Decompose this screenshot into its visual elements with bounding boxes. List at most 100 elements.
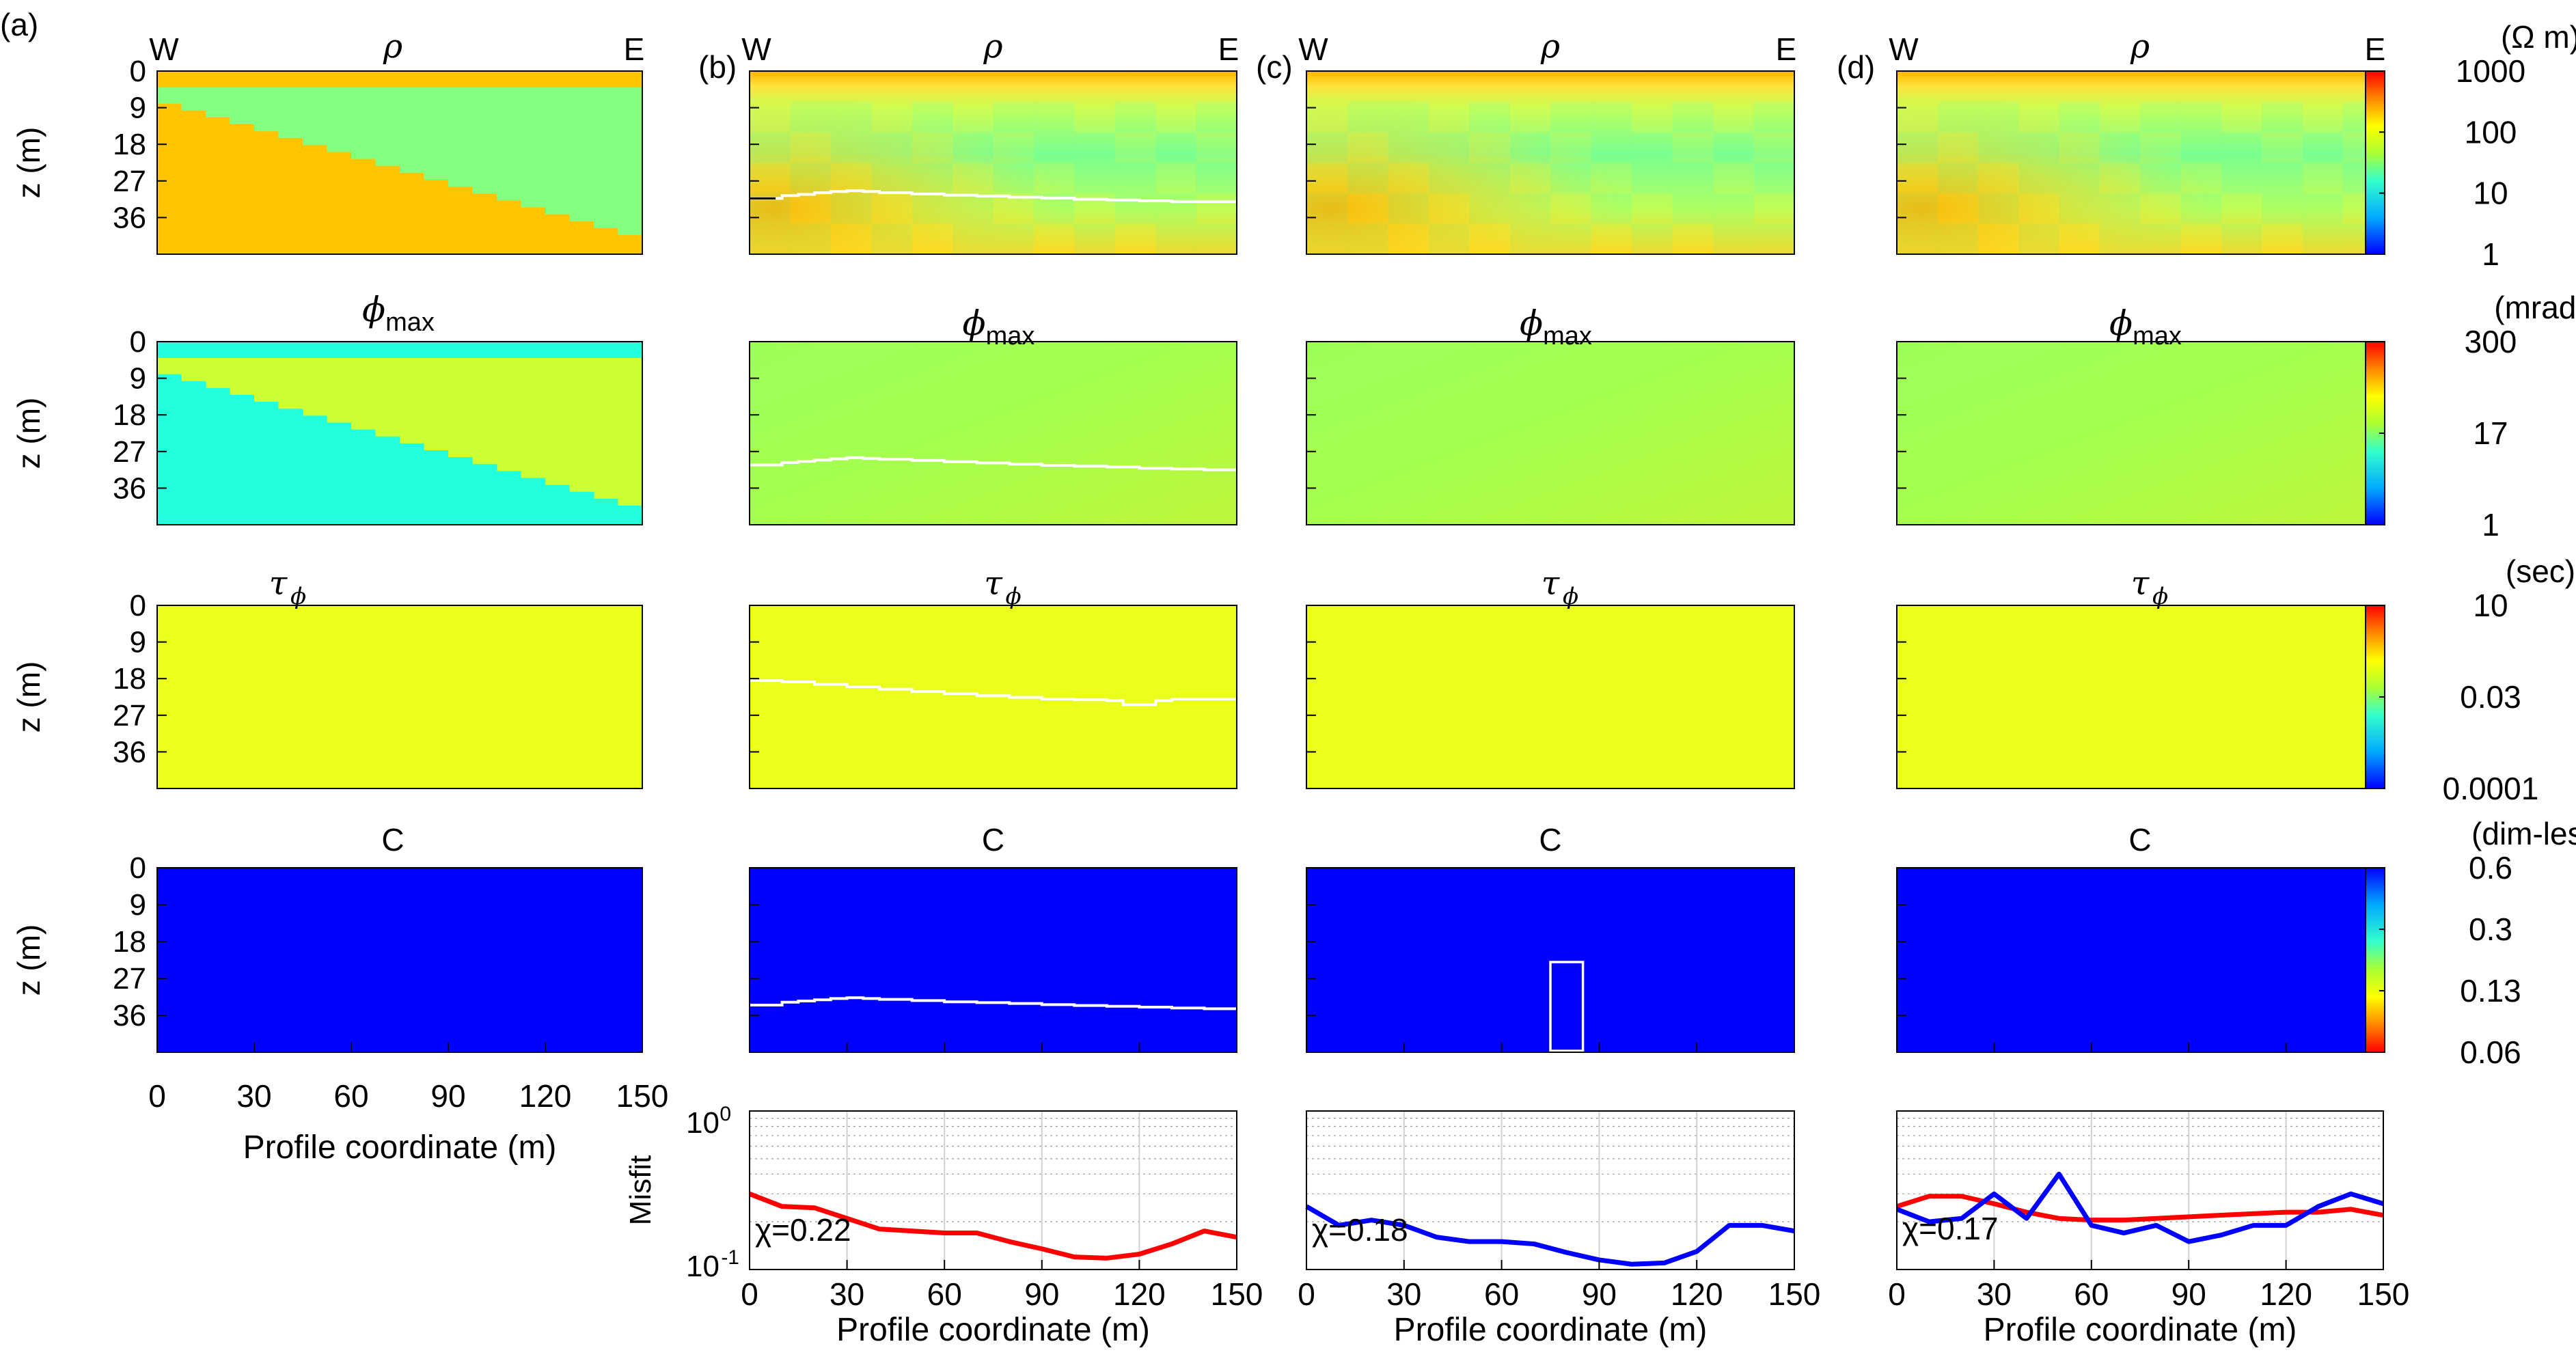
rho-cell bbox=[1713, 101, 1754, 133]
panel-letter-c: (c) bbox=[1256, 49, 1293, 85]
rho-cell bbox=[912, 132, 953, 163]
x-axis-label: Profile coordinate (m) bbox=[1394, 1312, 1708, 1348]
rho-cell bbox=[1114, 223, 1156, 255]
rho-cell bbox=[953, 132, 994, 163]
panel-letter-b: (b) bbox=[698, 49, 737, 85]
rho-cell bbox=[2099, 101, 2141, 133]
y-axis-label: z (m) bbox=[11, 924, 46, 996]
rho-cell bbox=[1306, 132, 1347, 163]
x-tick-label: 30 bbox=[1386, 1276, 1421, 1312]
rho-cell bbox=[750, 223, 791, 255]
y-tick-label: 9 bbox=[130, 92, 146, 125]
rho-cell bbox=[871, 223, 913, 255]
rho-cell bbox=[1509, 223, 1551, 255]
rho-cell bbox=[1509, 101, 1551, 133]
y-axis-label: z (m) bbox=[11, 127, 46, 199]
misfit-frame bbox=[749, 1110, 1237, 1270]
rho-cell bbox=[1155, 193, 1197, 224]
rho-cell bbox=[2140, 193, 2181, 224]
colorbar-tick-label: 0.3 bbox=[2469, 911, 2512, 947]
rho-cell bbox=[2059, 163, 2100, 194]
x-tick-label: 120 bbox=[1113, 1276, 1166, 1312]
phi-model-1 bbox=[750, 342, 1237, 525]
rho-cell bbox=[1388, 223, 1429, 255]
rho-cell bbox=[1937, 193, 1979, 224]
rho-cell bbox=[790, 132, 832, 163]
rho-cell bbox=[1672, 163, 1714, 194]
profile-end-west: W bbox=[741, 31, 771, 67]
x-tick-label: 90 bbox=[2171, 1276, 2206, 1312]
rho-cell bbox=[1897, 223, 1938, 255]
title-tau: τ bbox=[1542, 564, 1561, 603]
rho-cell bbox=[1114, 193, 1156, 224]
rho-cell bbox=[1155, 132, 1197, 163]
colorbar-tick-label: 0.06 bbox=[2460, 1034, 2521, 1070]
rho-cell bbox=[1428, 163, 1470, 194]
title-tau: τ bbox=[984, 564, 1003, 603]
rho-cell bbox=[1897, 163, 1938, 194]
misfit-ytick-base: 10 bbox=[686, 1250, 720, 1283]
panel-frame bbox=[156, 341, 643, 525]
rho-cell bbox=[2099, 132, 2141, 163]
rho-cell bbox=[1388, 101, 1429, 133]
y-tick-label: 36 bbox=[113, 735, 146, 769]
title-c: C bbox=[381, 822, 404, 857]
y-tick-label: 27 bbox=[113, 165, 146, 198]
misfit-line bbox=[1895, 1171, 2385, 1244]
rho-cell bbox=[1672, 132, 1714, 163]
rho-cell bbox=[1469, 193, 1510, 224]
rho-cell bbox=[2059, 132, 2100, 163]
title-tau: τ bbox=[2131, 564, 2150, 603]
rho-cell bbox=[2018, 132, 2059, 163]
rho-cell bbox=[830, 132, 872, 163]
rho-cell bbox=[1977, 101, 2019, 133]
rho-cell bbox=[1033, 163, 1075, 194]
rho-cell bbox=[2302, 132, 2344, 163]
rho-cell bbox=[1672, 223, 1714, 255]
rho-cell bbox=[1155, 101, 1197, 133]
profile-end-east: E bbox=[624, 31, 645, 67]
y-tick-label: 0 bbox=[130, 589, 146, 622]
panel-frame bbox=[749, 867, 1237, 1053]
title-phi: ϕ bbox=[362, 290, 385, 329]
profile-end-west: W bbox=[1298, 31, 1328, 67]
rho-cell bbox=[1114, 101, 1156, 133]
panel-letter-d: (d) bbox=[1837, 49, 1875, 85]
rho-cell bbox=[1753, 223, 1795, 255]
misfit-ytick-base: 10 bbox=[686, 1106, 720, 1140]
x-axis-label: Profile coordinate (m) bbox=[243, 1129, 557, 1166]
title-tau-sub: ϕ bbox=[290, 583, 306, 610]
title-phi-sub: max bbox=[986, 322, 1035, 351]
rho-cell bbox=[2262, 101, 2303, 133]
y-tick-label: 0 bbox=[130, 851, 146, 885]
rho-cell bbox=[912, 163, 953, 194]
rho-cell bbox=[1937, 132, 1979, 163]
rho-cell bbox=[1347, 193, 1388, 224]
rho-cell bbox=[1469, 132, 1510, 163]
rho-cell bbox=[1897, 193, 1938, 224]
x-tick-label: 90 bbox=[1024, 1276, 1059, 1312]
c-model-3 bbox=[1897, 868, 2383, 1052]
rho-cell bbox=[1591, 132, 1632, 163]
rho-cell bbox=[1074, 101, 1116, 133]
rho-cell bbox=[1469, 101, 1510, 133]
rho-cell bbox=[830, 193, 872, 224]
y-tick-label: 18 bbox=[113, 128, 146, 161]
colorbar-tick-label: 1000 bbox=[2456, 53, 2525, 89]
title-rho: ρ bbox=[2130, 27, 2150, 66]
rho-cell bbox=[2180, 193, 2222, 224]
rho-cell bbox=[1550, 101, 1591, 133]
x-tick-label: 150 bbox=[1211, 1276, 1263, 1312]
x-tick-label: 60 bbox=[1484, 1276, 1519, 1312]
profile-end-east: E bbox=[2365, 31, 2386, 67]
rho-cell bbox=[2221, 223, 2262, 255]
rho-cell bbox=[790, 193, 832, 224]
rho-cell bbox=[1632, 101, 1673, 133]
rho-cell bbox=[1550, 193, 1591, 224]
title-phi: ϕ bbox=[1520, 303, 1543, 343]
rho-cell bbox=[2302, 193, 2344, 224]
y-tick-label: 9 bbox=[130, 626, 146, 659]
rho-cell bbox=[750, 163, 791, 194]
colorbar-tick-label: 10 bbox=[2473, 176, 2508, 211]
x-tick-label: 30 bbox=[236, 1078, 271, 1114]
